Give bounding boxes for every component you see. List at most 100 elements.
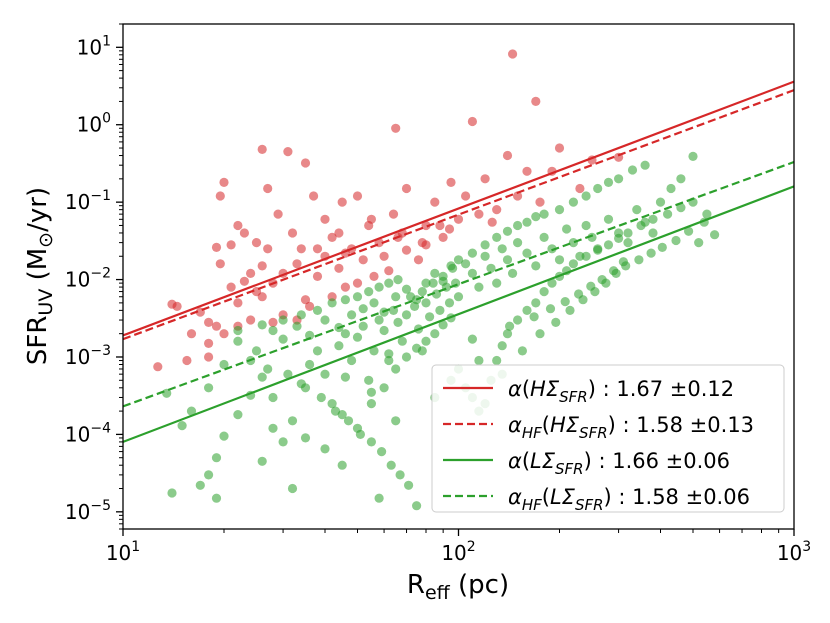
data-point bbox=[417, 287, 427, 297]
y-axis-ticks: 10−5 10−4 10−3 10−2 10−1 100 101 bbox=[65, 23, 123, 530]
data-point bbox=[597, 275, 607, 285]
data-point bbox=[444, 224, 455, 234]
y-tick-label: 100 bbox=[77, 111, 111, 137]
data-point bbox=[404, 480, 414, 490]
data-point bbox=[684, 226, 694, 236]
data-point bbox=[614, 174, 624, 184]
data-point bbox=[352, 423, 363, 433]
data-point bbox=[226, 282, 236, 292]
data-point bbox=[421, 336, 431, 346]
data-point bbox=[575, 183, 585, 194]
data-point bbox=[233, 325, 243, 336]
data-point bbox=[581, 251, 591, 261]
data-point bbox=[467, 268, 477, 278]
data-point bbox=[502, 255, 513, 265]
data-point bbox=[337, 460, 347, 470]
data-point bbox=[377, 447, 387, 457]
data-point bbox=[257, 372, 267, 382]
data-point bbox=[531, 212, 541, 222]
data-point bbox=[401, 245, 412, 255]
data-point bbox=[369, 298, 379, 308]
data-point bbox=[384, 278, 394, 288]
data-point bbox=[545, 304, 556, 314]
x-axis-label: Reff (pc) bbox=[407, 570, 509, 604]
data-point bbox=[312, 271, 323, 281]
data-point bbox=[204, 352, 214, 362]
data-point bbox=[219, 431, 229, 441]
data-point bbox=[435, 220, 445, 231]
data-point bbox=[226, 240, 236, 250]
data-point bbox=[474, 282, 484, 292]
data-point bbox=[287, 228, 298, 238]
data-point bbox=[369, 346, 379, 356]
data-point bbox=[393, 275, 403, 285]
data-point bbox=[246, 268, 256, 278]
fit-line-2 bbox=[122, 185, 795, 443]
data-point bbox=[320, 214, 330, 224]
data-point bbox=[215, 259, 225, 269]
data-point bbox=[358, 304, 368, 314]
data-point bbox=[640, 160, 650, 170]
data-point bbox=[320, 444, 330, 454]
data-point bbox=[539, 209, 549, 219]
data-point bbox=[233, 410, 243, 420]
data-point bbox=[219, 359, 229, 370]
data-point bbox=[268, 317, 278, 327]
data-point bbox=[636, 220, 646, 231]
data-point bbox=[347, 310, 357, 320]
data-point bbox=[413, 255, 424, 265]
data-point bbox=[430, 197, 440, 207]
data-point bbox=[676, 203, 686, 213]
data-point bbox=[162, 388, 172, 398]
legend-label: αHF(LΣSFR) : 1.58 ±0.06 bbox=[508, 485, 750, 514]
data-point bbox=[688, 151, 698, 161]
data-point bbox=[186, 406, 197, 416]
data-point bbox=[587, 232, 597, 242]
legend-label: α(HΣSFR) : 1.67 ±0.12 bbox=[508, 377, 734, 406]
data-point bbox=[554, 143, 565, 153]
data-point bbox=[467, 116, 477, 127]
data-point bbox=[395, 470, 405, 480]
data-point bbox=[153, 362, 163, 372]
data-point bbox=[397, 336, 407, 346]
data-point bbox=[283, 147, 293, 157]
data-point bbox=[513, 191, 523, 201]
data-point bbox=[340, 329, 350, 339]
data-point bbox=[246, 315, 256, 325]
y-tick-label: 101 bbox=[77, 33, 111, 59]
data-point bbox=[186, 329, 197, 339]
data-point bbox=[492, 205, 502, 215]
data-point bbox=[425, 312, 435, 322]
y-tick-label: 10−1 bbox=[65, 188, 111, 214]
data-point bbox=[507, 49, 518, 59]
data-point bbox=[505, 321, 515, 331]
data-point bbox=[388, 209, 399, 219]
data-point bbox=[352, 292, 363, 302]
x-axis-ticks: 101 102 103 bbox=[106, 529, 811, 565]
data-point bbox=[305, 359, 315, 370]
y-axis-label: SFRUV (M⊙/yr) bbox=[23, 187, 57, 365]
data-point bbox=[358, 321, 368, 331]
data-point bbox=[305, 301, 315, 311]
data-point bbox=[474, 355, 484, 366]
data-point bbox=[648, 228, 658, 238]
legend-entry: αHF(HΣSFR) : 1.58 ±0.13 bbox=[443, 413, 754, 442]
data-point bbox=[565, 305, 575, 315]
data-point bbox=[568, 197, 579, 207]
data-point bbox=[211, 453, 222, 463]
data-point bbox=[263, 364, 273, 374]
data-point bbox=[522, 248, 532, 258]
data-point bbox=[296, 244, 306, 254]
data-point bbox=[412, 501, 422, 511]
data-point bbox=[384, 266, 394, 276]
x-tick-label: 103 bbox=[777, 539, 811, 565]
data-point bbox=[522, 305, 532, 315]
legend-entry: α(HΣSFR) : 1.67 ±0.12 bbox=[443, 377, 734, 406]
fit-line-3 bbox=[122, 160, 795, 408]
data-point bbox=[492, 232, 502, 242]
data-point bbox=[467, 334, 477, 344]
data-point bbox=[343, 416, 354, 426]
data-point bbox=[444, 298, 455, 308]
data-point bbox=[663, 209, 673, 219]
